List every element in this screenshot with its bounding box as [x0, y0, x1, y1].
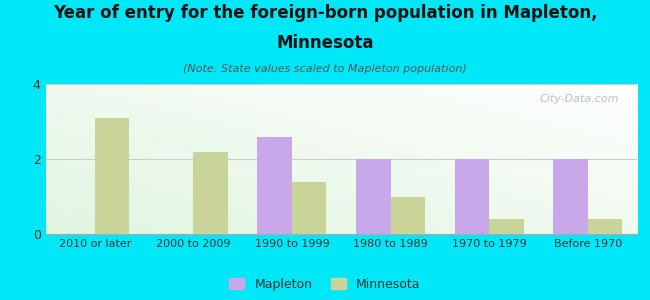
- Bar: [257, 136, 292, 234]
- Legend: Mapleton, Minnesota: Mapleton, Minnesota: [229, 278, 421, 291]
- Bar: [391, 196, 425, 234]
- Bar: [454, 159, 489, 234]
- Text: (Note: State values scaled to Mapleton population): (Note: State values scaled to Mapleton p…: [183, 64, 467, 74]
- Bar: [95, 118, 129, 234]
- Text: Year of entry for the foreign-born population in Mapleton,: Year of entry for the foreign-born popul…: [53, 4, 597, 22]
- Bar: [553, 159, 588, 234]
- Bar: [588, 219, 622, 234]
- Bar: [194, 152, 228, 234]
- Bar: [489, 219, 524, 234]
- Bar: [292, 182, 326, 234]
- Bar: [356, 159, 391, 234]
- Text: Minnesota: Minnesota: [276, 34, 374, 52]
- Text: City-Data.com: City-Data.com: [540, 94, 619, 104]
